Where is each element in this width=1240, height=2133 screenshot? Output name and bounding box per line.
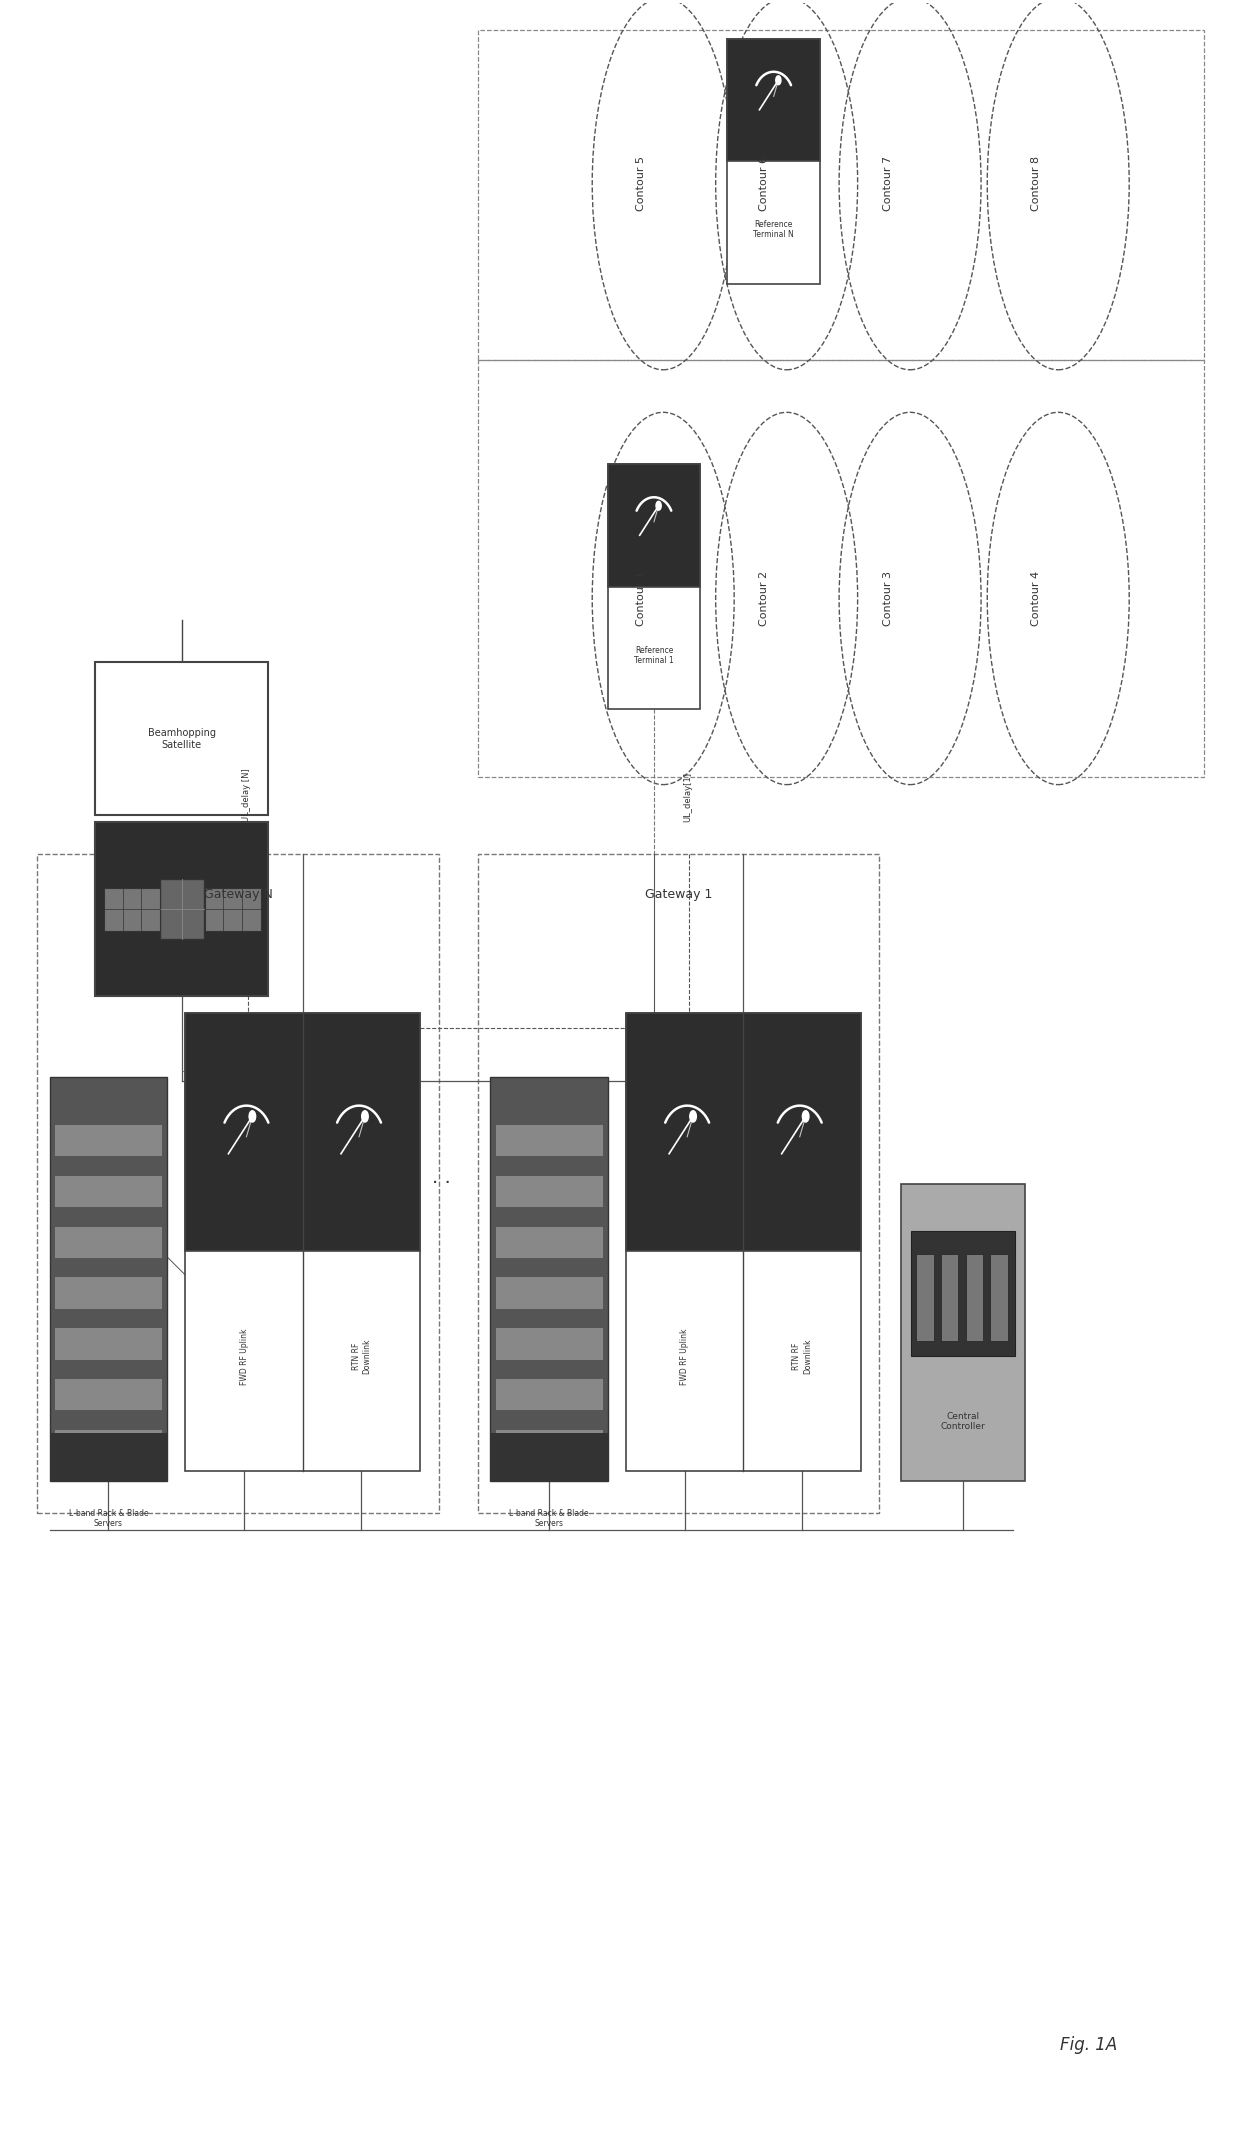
FancyBboxPatch shape	[728, 38, 820, 162]
Text: FWD RF Uplink: FWD RF Uplink	[681, 1329, 689, 1384]
FancyBboxPatch shape	[95, 661, 268, 815]
FancyBboxPatch shape	[911, 1231, 1016, 1357]
Circle shape	[249, 1111, 255, 1122]
FancyBboxPatch shape	[95, 821, 268, 996]
FancyBboxPatch shape	[626, 1013, 861, 1472]
FancyBboxPatch shape	[55, 1327, 162, 1359]
Circle shape	[802, 1111, 808, 1122]
FancyBboxPatch shape	[495, 1378, 603, 1410]
Text: Contour 3: Contour 3	[883, 572, 893, 625]
FancyBboxPatch shape	[104, 887, 160, 930]
FancyBboxPatch shape	[490, 1433, 608, 1480]
FancyBboxPatch shape	[186, 1013, 420, 1252]
FancyBboxPatch shape	[966, 1254, 983, 1342]
Text: RTN RF
Downlink: RTN RF Downlink	[792, 1340, 812, 1374]
FancyBboxPatch shape	[626, 1013, 861, 1252]
Text: L-band Rack & Blade
Servers: L-band Rack & Blade Servers	[510, 1508, 589, 1529]
FancyBboxPatch shape	[728, 38, 820, 284]
Text: Contour 6: Contour 6	[759, 156, 770, 211]
FancyBboxPatch shape	[608, 465, 701, 708]
Text: Gateway 1: Gateway 1	[645, 887, 712, 900]
Text: Contour 5: Contour 5	[636, 156, 646, 211]
Text: Central
Controller: Central Controller	[941, 1412, 986, 1431]
FancyBboxPatch shape	[55, 1226, 162, 1258]
FancyBboxPatch shape	[901, 1184, 1025, 1480]
FancyBboxPatch shape	[608, 465, 701, 587]
FancyBboxPatch shape	[55, 1378, 162, 1410]
Text: Fig. 1A: Fig. 1A	[1060, 2037, 1117, 2054]
FancyBboxPatch shape	[50, 1433, 167, 1480]
FancyBboxPatch shape	[941, 1254, 959, 1342]
FancyBboxPatch shape	[55, 1276, 162, 1310]
FancyBboxPatch shape	[55, 1429, 162, 1461]
FancyBboxPatch shape	[55, 1124, 162, 1156]
FancyBboxPatch shape	[160, 879, 203, 939]
Text: Reference
Terminal N: Reference Terminal N	[754, 220, 794, 239]
Circle shape	[656, 501, 661, 510]
Text: L-band Rack & Blade
Servers: L-band Rack & Blade Servers	[68, 1508, 148, 1529]
Text: Gateway N: Gateway N	[203, 887, 273, 900]
FancyBboxPatch shape	[495, 1175, 603, 1207]
Circle shape	[776, 77, 781, 85]
FancyBboxPatch shape	[490, 1077, 608, 1480]
Text: Contour 7: Contour 7	[883, 156, 893, 211]
Text: · ·: · ·	[432, 1173, 450, 1192]
Text: Contour 8: Contour 8	[1030, 156, 1042, 211]
Text: UL_delay[1]: UL_delay[1]	[683, 772, 692, 821]
Circle shape	[689, 1111, 697, 1122]
Circle shape	[362, 1111, 368, 1122]
Text: Reference
Terminal 1: Reference Terminal 1	[634, 646, 673, 665]
Text: FWD RF Uplink: FWD RF Uplink	[239, 1329, 248, 1384]
Text: RTN RF
Downlink: RTN RF Downlink	[352, 1340, 371, 1374]
Text: Contour 1: Contour 1	[636, 572, 646, 625]
FancyBboxPatch shape	[991, 1254, 1008, 1342]
FancyBboxPatch shape	[495, 1276, 603, 1310]
Text: UL_delay [N]: UL_delay [N]	[242, 768, 252, 821]
FancyBboxPatch shape	[495, 1226, 603, 1258]
FancyBboxPatch shape	[55, 1175, 162, 1207]
FancyBboxPatch shape	[205, 887, 260, 930]
FancyBboxPatch shape	[495, 1124, 603, 1156]
FancyBboxPatch shape	[916, 1254, 934, 1342]
FancyBboxPatch shape	[495, 1429, 603, 1461]
FancyBboxPatch shape	[495, 1327, 603, 1359]
Text: Beamhopping
Satellite: Beamhopping Satellite	[148, 727, 216, 749]
FancyBboxPatch shape	[50, 1077, 167, 1480]
Text: Contour 4: Contour 4	[1030, 572, 1042, 625]
Text: Contour 2: Contour 2	[759, 572, 770, 625]
FancyBboxPatch shape	[186, 1013, 420, 1472]
